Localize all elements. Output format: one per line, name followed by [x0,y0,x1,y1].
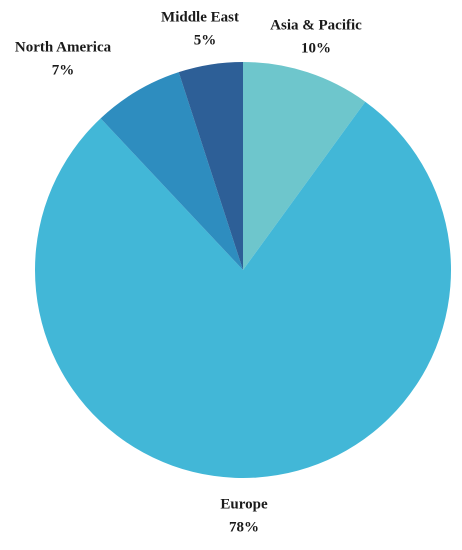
slice-label: Asia & Pacific [270,17,362,33]
slice-value-label: 78% [229,519,259,535]
slice-label: Europe [220,496,268,512]
slice-value-label: 7% [52,62,75,78]
pie-slice [34,101,452,478]
slice-label: North America [15,39,112,55]
slice-label: Middle East [161,9,239,25]
slice-value-label: 10% [301,40,331,56]
slice-value-label: 5% [194,32,217,48]
pie-slice [178,62,243,270]
pie-slice [243,62,366,270]
pie-slice [100,72,244,271]
